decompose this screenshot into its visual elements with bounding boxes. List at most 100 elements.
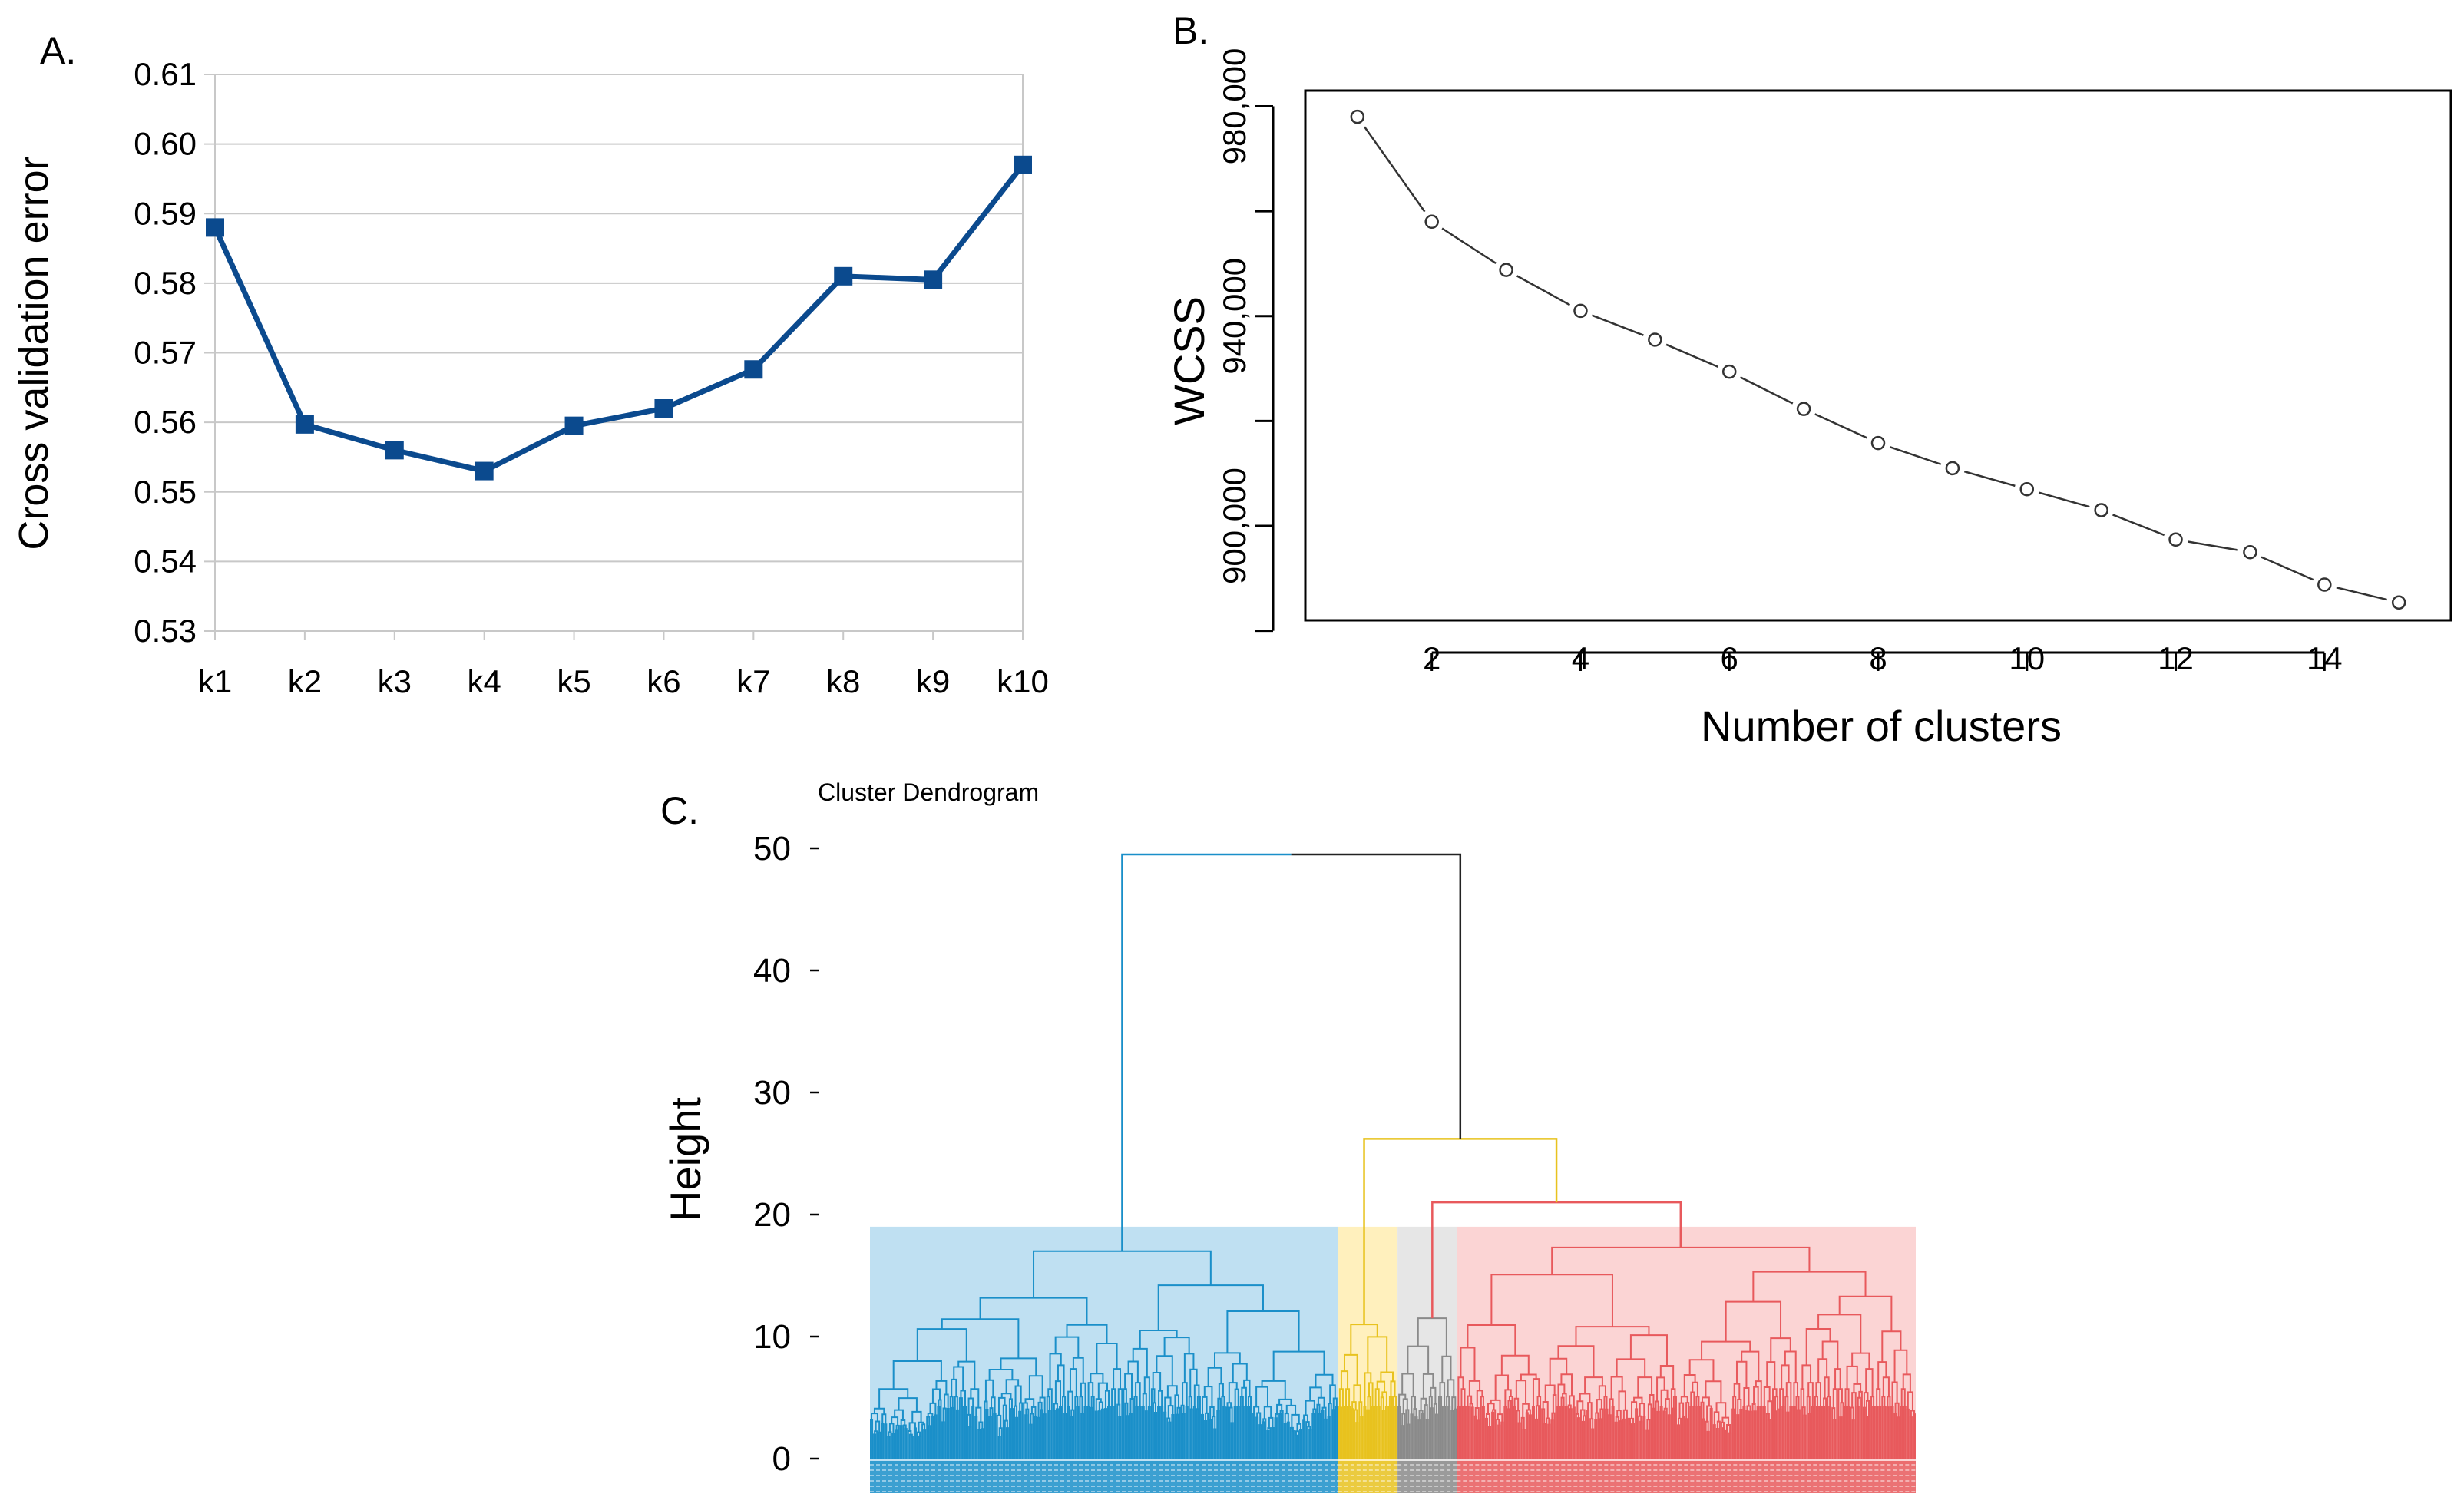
panel-c-branch-blue (1110, 1406, 1114, 1459)
panel-c-branch-blue (1024, 1398, 1035, 1407)
panel-c-branch-blue (1070, 1416, 1073, 1459)
panel-b-wcss-chart: B. 980,000 940,000 900,000 2 4 6 8 10 12 14 Numb… (1165, 9, 2452, 750)
panel-c-branch-blue (1054, 1380, 1062, 1407)
panel-c-branch-blue (907, 1430, 912, 1459)
panel-c-branch-blue (938, 1399, 942, 1459)
panel-c-branch-red (1801, 1364, 1812, 1390)
panel-c-branch-red (1504, 1389, 1512, 1407)
panel-c-branch-blue (1332, 1397, 1338, 1410)
panel-c-branch-red (1470, 1406, 1474, 1459)
panel-c-branch-red (1526, 1409, 1531, 1416)
panel-c-branch-blue (1047, 1388, 1053, 1459)
panel-c-branch-red (1477, 1419, 1480, 1459)
panel-c-branch-red (1513, 1397, 1520, 1411)
panel-c-branch-red (1736, 1414, 1740, 1459)
panel-c-branch-blue (1168, 1421, 1172, 1459)
panel-c-branch-blue (1143, 1376, 1150, 1407)
panel-c-branch-grey (1430, 1407, 1434, 1459)
panel-c-branch-blue (1316, 1403, 1321, 1459)
panel-c-branch-red (1556, 1406, 1560, 1459)
panel-c-branch-blue (1218, 1383, 1224, 1399)
panel-c-branch-red (1685, 1418, 1688, 1459)
panel-c-branch-red (1851, 1352, 1870, 1370)
panel-c-branch-red (1715, 1427, 1719, 1459)
panel-c-branch-blue (892, 1360, 942, 1390)
panel-c-branch-blue (1327, 1416, 1331, 1459)
panel-c-branch-blue (1153, 1412, 1158, 1459)
panel-c-branch-red (1881, 1396, 1886, 1459)
panel-c-branch-red (1828, 1406, 1832, 1459)
panel-c-branch-blue (1080, 1382, 1086, 1407)
panel-c-branch-red (1739, 1409, 1743, 1459)
panel-a-data-point (654, 399, 673, 418)
panel-c-branch-red (1725, 1429, 1729, 1459)
panel-c-branch-red (1547, 1423, 1551, 1459)
panel-c-branch-blue (1037, 1401, 1043, 1418)
panel-c-branch-red (1595, 1412, 1599, 1459)
panel-c-branch-blue (953, 1366, 964, 1391)
panel-c-branch-red (1844, 1388, 1850, 1407)
panel-c-branch-blue (1196, 1408, 1199, 1459)
panel-a-cross-validation-chart: A. 0.530.540.550.560.570.580.590.600.61 … (11, 29, 1049, 699)
panel-c-branch-blue (1069, 1368, 1077, 1397)
panel-c-branch-blue (1124, 1373, 1133, 1399)
panel-c-branch-grey (1420, 1397, 1427, 1411)
panel-c-branch-yellow (1384, 1406, 1388, 1459)
panel-c-branch-red (1500, 1421, 1504, 1459)
panel-c-branch-red (1490, 1274, 1613, 1327)
panel-c-branch-blue (941, 1318, 1020, 1359)
panel-a-y-axis-label: Cross validation error (11, 156, 57, 550)
panel-c-branch-red (1785, 1382, 1792, 1407)
panel-c-branch-red (1463, 1406, 1467, 1459)
panel-b-x-tick-label: 14 (2307, 640, 2343, 676)
panel-c-branch-blue (921, 1423, 926, 1459)
panel-c-title: Cluster Dendrogram (818, 778, 1039, 806)
panel-c-branch-blue (1000, 1393, 1012, 1400)
panel-c-branch-blue (1166, 1417, 1171, 1459)
panel-c-branch-blue (1291, 1413, 1300, 1428)
panel-c-branch-blue (1252, 1413, 1256, 1459)
panel-b-data-point (2391, 595, 2406, 610)
panel-c-branch-yellow (1338, 1406, 1341, 1459)
panel-c-branch-blue (1233, 1406, 1237, 1459)
panel-c-branch-blue (1164, 1396, 1172, 1413)
panel-c-branch-red (1907, 1391, 1913, 1411)
panel-c-branch-blue (1249, 1406, 1253, 1459)
panel-c-branch-blue (1058, 1406, 1063, 1459)
panel-c-branch-blue (873, 1433, 877, 1459)
panel-c-branch-blue (1039, 1396, 1046, 1415)
panel-c-branch-red (1846, 1365, 1858, 1390)
panel-c-branch-red (1562, 1393, 1567, 1407)
panel-c-branch-red (1779, 1388, 1784, 1410)
panel-c-branch-grey (1413, 1408, 1417, 1459)
panel-c-branch-red (1850, 1406, 1854, 1459)
panel-c-branch-red (1878, 1406, 1882, 1459)
panel-c-branch-red (1797, 1409, 1801, 1459)
panel-c-branch-blue (1160, 1406, 1164, 1459)
panel-b-data-point (1945, 461, 1960, 476)
panel-c-branch-blue (1015, 1416, 1019, 1459)
panel-c-branch-blue (926, 1416, 931, 1459)
panel-c-branch-red (1893, 1349, 1908, 1383)
panel-c-branch-red (1466, 1406, 1470, 1459)
panel-c-branch-red (1581, 1420, 1586, 1459)
panel-c-branch-blue (1275, 1413, 1279, 1459)
panel-c-branch-blue (1324, 1418, 1328, 1459)
panel-c-branch-red (1642, 1416, 1646, 1459)
panel-c-branch-red (1649, 1393, 1655, 1409)
panel-c-branch-grey (1447, 1379, 1455, 1398)
panel-c-branch-blue (1030, 1413, 1034, 1459)
panel-c-branch-blue (1321, 1406, 1327, 1419)
panel-c-branch-red (1767, 1400, 1772, 1459)
panel-c-branch-blue (979, 1297, 1088, 1325)
panel-c-branch-red (1728, 1432, 1732, 1459)
panel-c-branch-red (1665, 1398, 1670, 1416)
panel-c-branch-red (1608, 1414, 1612, 1459)
panel-c-cluster-band-blue (870, 1226, 1338, 1466)
panel-b-plot-frame (1304, 89, 2452, 622)
panel-c-branch-red (1851, 1392, 1857, 1459)
panel-c-branch-blue (1261, 1380, 1286, 1400)
panel-c-branch-blue (1040, 1409, 1043, 1459)
panel-c-branch-red (1536, 1405, 1540, 1459)
panel-b-y-tick-label: 940,000 (1216, 258, 1252, 375)
